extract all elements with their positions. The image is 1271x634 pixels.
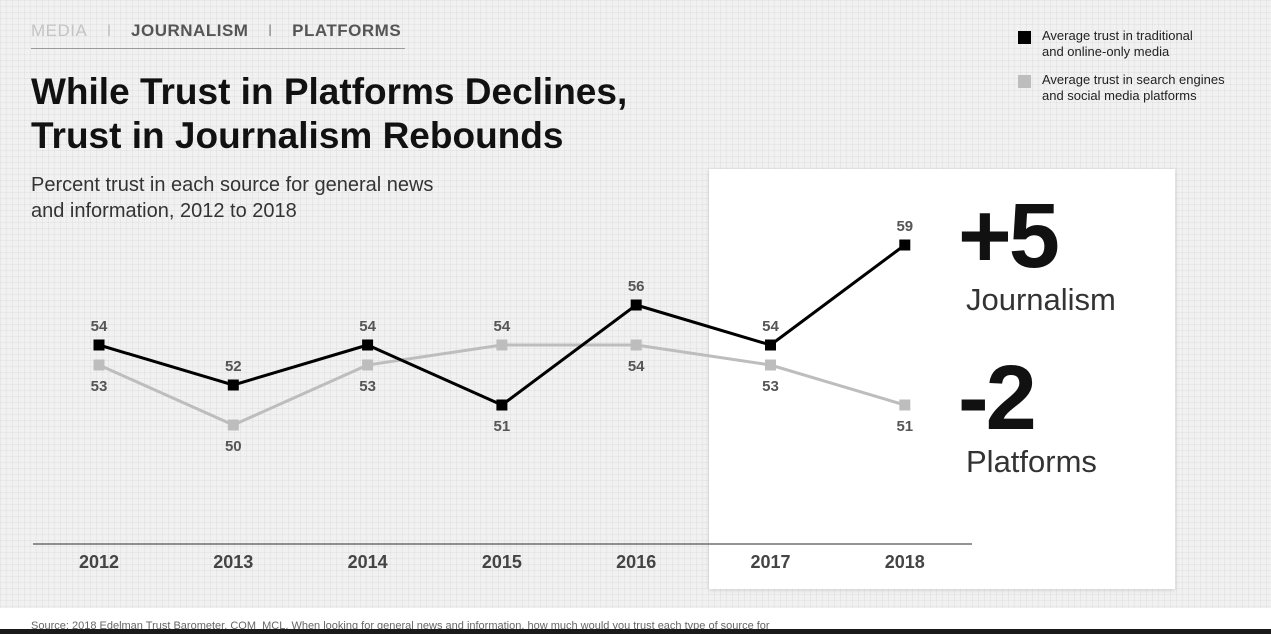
data-point-platforms: [496, 339, 508, 351]
callout-journalism: +5 Journalism: [958, 190, 1116, 318]
data-label-journalism: 51: [494, 418, 511, 435]
page-title: While Trust in Platforms Declines, Trust…: [31, 70, 627, 158]
legend-label-line: and online-only media: [1042, 44, 1170, 59]
data-label-platforms: 54: [628, 358, 645, 375]
title-line-1: While Trust in Platforms Declines,: [31, 71, 628, 112]
x-tick-label: 2014: [348, 552, 388, 572]
data-point-journalism: [496, 399, 508, 411]
highlight-panel: [709, 169, 1175, 589]
data-label-journalism: 56: [628, 278, 645, 295]
legend-item-journalism: Average trust in traditional and online-…: [1018, 28, 1258, 60]
subtitle-line-1: Percent trust in each source for general…: [31, 174, 434, 196]
data-label-journalism: 59: [896, 218, 913, 235]
data-label-journalism: 54: [91, 318, 108, 335]
legend-swatch-journalism: [1018, 31, 1031, 44]
data-label-journalism: 54: [359, 318, 376, 335]
data-point-platforms: [227, 419, 239, 431]
data-point-platforms: [899, 399, 911, 411]
callout-journalism-value: +5: [958, 185, 1060, 287]
subtitle-line-2: and information, 2012 to 2018: [31, 200, 297, 222]
callout-platforms-label: Platforms: [966, 444, 1097, 479]
chart-subtitle: Percent trust in each source for general…: [31, 172, 433, 224]
legend-swatch-platforms: [1018, 75, 1031, 88]
breadcrumb-journalism[interactable]: JOURNALISM: [131, 21, 249, 40]
data-point-journalism: [765, 339, 776, 351]
breadcrumb-separator: I: [106, 21, 112, 40]
data-label-platforms: 50: [225, 438, 242, 455]
x-tick-label: 2013: [213, 552, 253, 572]
data-point-platforms: [630, 339, 642, 351]
data-point-journalism: [630, 299, 642, 311]
data-label-platforms: 51: [896, 418, 913, 435]
data-label-platforms: 53: [762, 378, 779, 395]
data-label-platforms: 54: [494, 318, 511, 335]
data-label-platforms: 53: [91, 378, 108, 395]
title-line-2: Trust in Journalism Rebounds: [31, 115, 564, 156]
data-point-platforms: [93, 359, 105, 371]
breadcrumb-media[interactable]: MEDIA: [31, 21, 88, 40]
legend-label-line: and social media platforms: [1042, 88, 1197, 103]
callout-platforms: -2 Platforms: [958, 352, 1097, 480]
data-label-platforms: 53: [359, 378, 376, 395]
x-tick-label: 2015: [482, 552, 522, 572]
callout-platforms-value: -2: [958, 347, 1037, 449]
line-chart: 2012 2013 2014 2015 2016 2017 2018 54 52 54 51 56 54…: [33, 218, 972, 572]
data-point-journalism: [93, 339, 105, 351]
breadcrumb-platforms[interactable]: PLATFORMS: [292, 21, 402, 40]
chart-legend: Average trust in traditional and online-…: [1018, 28, 1258, 116]
data-point-journalism: [899, 239, 911, 251]
data-point-platforms: [765, 359, 776, 371]
x-tick-label: 2012: [79, 552, 119, 572]
data-point-platforms: [362, 359, 374, 371]
x-tick-label: 2018: [885, 552, 925, 572]
data-label-journalism: 52: [225, 358, 242, 375]
x-tick-label: 2016: [616, 552, 656, 572]
data-point-journalism: [227, 379, 239, 391]
breadcrumb-separator: I: [267, 21, 273, 40]
data-point-journalism: [362, 339, 374, 351]
bottom-edge: [0, 629, 1271, 634]
legend-label-line: Average trust in traditional: [1042, 28, 1193, 43]
callout-journalism-label: Journalism: [966, 282, 1116, 317]
series-line-platforms: [98, 343, 906, 427]
legend-label-line: Average trust in search engines: [1042, 72, 1225, 87]
data-label-journalism: 54: [762, 318, 779, 335]
legend-item-platforms: Average trust in search engines and soci…: [1018, 72, 1258, 104]
x-tick-label: 2017: [750, 552, 790, 572]
breadcrumb: MEDIA I JOURNALISM I PLATFORMS: [31, 20, 405, 49]
